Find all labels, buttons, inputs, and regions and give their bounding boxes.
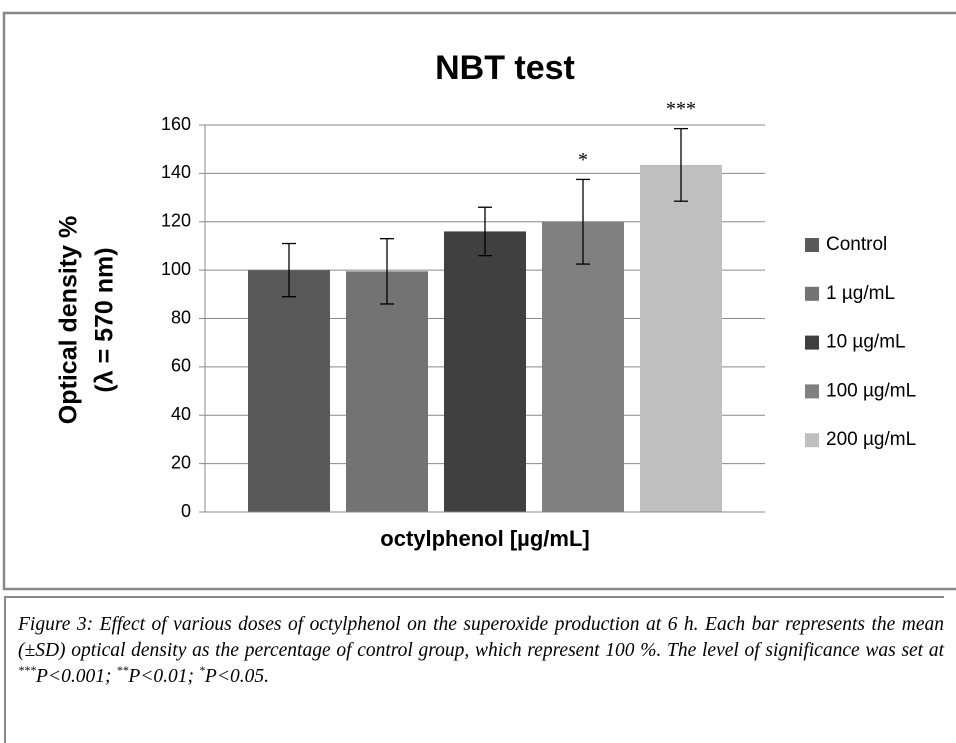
y-tick-label: 120 <box>161 211 191 231</box>
legend-swatch <box>805 335 819 350</box>
caption-superscript: * <box>198 663 205 677</box>
legend-swatch <box>805 238 819 252</box>
chart-frame <box>2 11 956 591</box>
y-axis-label: (λ = 570 nm) <box>91 247 119 392</box>
y-axis-label: Optical density % <box>55 216 83 424</box>
y-tick-label: 0 <box>181 501 191 521</box>
legend-label: 10 µg/mL <box>826 332 906 353</box>
y-tick-label: 140 <box>161 162 191 182</box>
bar <box>444 231 526 513</box>
legend-swatch <box>805 384 819 399</box>
legend-label: Control <box>826 234 887 255</box>
caption-text: P<0.01; <box>128 666 199 687</box>
y-tick-label: 100 <box>161 259 191 279</box>
legend-swatch <box>805 433 819 448</box>
legend-swatch <box>805 286 819 301</box>
significance-label: * <box>578 149 588 171</box>
bar <box>248 270 330 512</box>
y-tick-label: 60 <box>171 356 191 376</box>
caption-text: P<0.05. <box>204 666 269 687</box>
significance-label: *** <box>666 98 696 120</box>
legend-label: 200 µg/mL <box>826 429 916 450</box>
chart-title: NBT test <box>435 49 575 87</box>
caption: Figure 3: Effect of various doses of oct… <box>4 596 944 743</box>
bar <box>542 221 624 512</box>
bar <box>346 271 428 512</box>
y-tick-label: 80 <box>171 307 191 327</box>
caption-text: P<0.001; <box>36 666 117 687</box>
y-tick-label: 40 <box>171 404 191 424</box>
caption-text: Figure 3: Effect of various doses of oct… <box>18 614 944 661</box>
caption-superscript: ** <box>116 663 129 677</box>
y-tick-label: 160 <box>161 114 191 134</box>
legend-label: 1 µg/mL <box>826 283 895 304</box>
legend-label: 100 µg/mL <box>826 380 916 401</box>
chart: NBT test Optical density % (λ = 570 nm) … <box>2 11 956 591</box>
y-tick-label: 20 <box>171 452 191 472</box>
caption-superscript: *** <box>18 663 36 677</box>
bar <box>640 164 722 513</box>
x-axis-label: octylphenol [µg/mL] <box>380 526 589 551</box>
